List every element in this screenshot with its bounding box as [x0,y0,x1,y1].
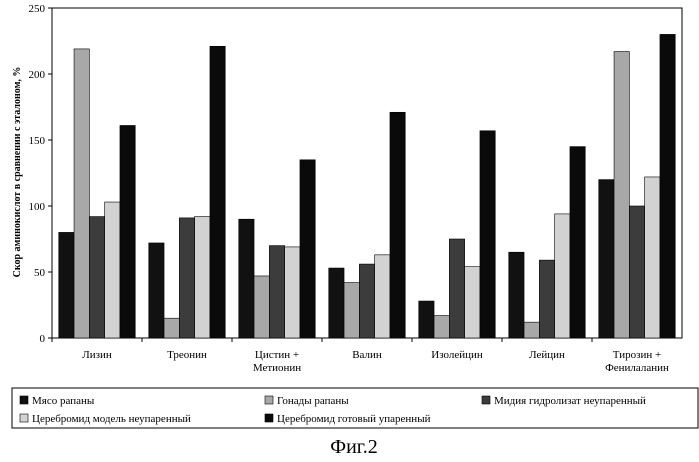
category-label: Метионин [253,362,301,374]
bar [359,263,375,339]
category-label: Треонин [167,349,207,361]
bar [253,275,270,339]
bar [539,259,555,339]
y-tick-label: 50 [34,267,46,279]
bar [449,238,465,339]
category-label: Валин [352,349,382,361]
bar [73,48,90,339]
bar [418,300,435,339]
legend-swatch [19,395,29,405]
legend-swatch [264,395,274,405]
legend-swatch [481,395,491,405]
bar [238,218,255,339]
bar [554,213,571,339]
legend-entry: Церебромид готовый упаренный [277,413,431,425]
legend-entry: Мидия гидролизат неупаренный [494,395,646,407]
bar [58,232,75,339]
bar [269,245,285,339]
y-tick-label: 100 [29,201,46,213]
bar [569,146,586,339]
bar [343,282,360,339]
bar [209,45,226,339]
legend-entry: Мясо рапаны [32,395,95,407]
category-label: Изолейцин [431,349,483,361]
y-ticks: 0 50 100 150 200 250 [29,3,52,345]
y-axis-title-group: Скор аминокислот в сравнении с эталоном,… [12,67,23,278]
category-label: Тирозин + [613,349,661,361]
bar [299,159,316,339]
bars [58,34,676,339]
bar [194,216,211,339]
bar [119,125,136,339]
bar [644,176,661,339]
bar [659,34,676,339]
bar [148,242,165,339]
bar [284,246,301,339]
legend-entry: Церебромид модель неупаренный [32,413,191,425]
bar [104,201,121,339]
category-labels: Лизин Треонин Цистин +Метионин Валин Изолейц… [51,338,669,374]
bar [523,321,540,339]
legend-swatch [264,413,274,423]
bar [374,254,391,339]
bar [89,216,105,339]
category-label: Лизин [82,349,112,361]
bar [479,130,496,339]
category-label: Цистин + [255,349,299,361]
bar [598,179,615,339]
bar [508,251,525,339]
bar [613,51,630,339]
bar [163,317,180,339]
bar [179,217,195,339]
legend-swatch [19,413,29,423]
y-axis-title: Скор аминокислот в сравнении с эталоном,… [12,67,23,278]
category-label: Лейцин [529,349,565,361]
y-tick-label: 250 [29,3,46,15]
bar [389,111,406,339]
bar [433,315,450,339]
legend-entry: Гонады рапаны [277,395,349,407]
legend: Мясо рапаны Гонады рапаны Мидия гидролизат… [19,395,646,425]
category-label: Фенилаланин [605,362,669,374]
bar [464,266,481,339]
bar [629,205,645,339]
legend-box [11,387,699,429]
y-tick-label: 0 [40,333,46,345]
y-tick-label: 200 [29,69,46,81]
bar [328,267,345,339]
y-tick-label: 150 [29,135,46,147]
figure-caption: Фиг.2 [330,436,377,458]
